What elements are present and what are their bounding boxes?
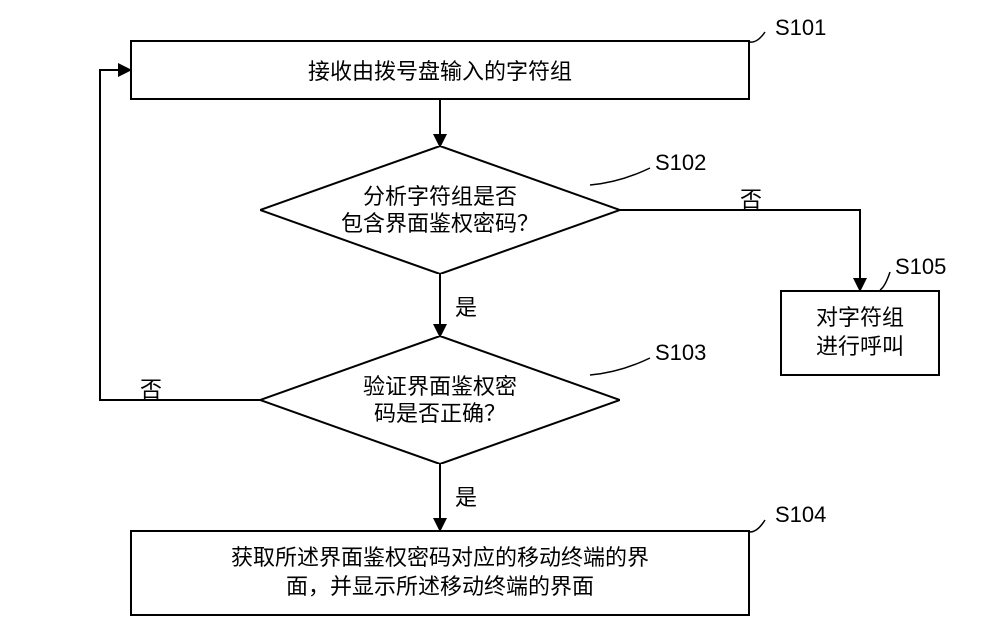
node-s101: 接收由拨号盘输入的字符组 xyxy=(130,40,750,100)
edge-e5 xyxy=(100,70,260,400)
edge-e3 xyxy=(620,210,860,290)
node-s102: 分析字符组是否 包含界面鉴权密码？ xyxy=(260,146,620,274)
edge-label-no-2: 否 xyxy=(140,372,162,404)
node-s101-text: 接收由拨号盘输入的字符组 xyxy=(308,54,572,86)
step-label-s105: S105 xyxy=(895,254,946,280)
step-label-s101: S101 xyxy=(775,15,826,41)
edge-label-yes-2: 是 xyxy=(455,480,477,512)
edge-label-yes-1: 是 xyxy=(455,290,477,322)
node-s104-text: 获取所述界面鉴权密码对应的移动终端的界 面，并显示所述移动终端的界面 xyxy=(231,544,649,601)
node-s103: 验证界面鉴权密 码是否正确？ xyxy=(260,336,620,464)
step-label-s102: S102 xyxy=(655,150,706,176)
node-s105-text: 对字符组 进行呼叫 xyxy=(816,304,904,361)
edge-label-no-1: 否 xyxy=(740,182,762,214)
node-s105: 对字符组 进行呼叫 xyxy=(780,290,940,376)
callout-s104 xyxy=(750,520,765,532)
flowchart-canvas: 接收由拨号盘输入的字符组 S101 分析字符组是否 包含界面鉴权密码？ S102… xyxy=(0,0,1000,640)
node-s104: 获取所述界面鉴权密码对应的移动终端的界 面，并显示所述移动终端的界面 xyxy=(130,530,750,616)
callout-s105 xyxy=(880,272,890,290)
step-label-s104: S104 xyxy=(775,502,826,528)
step-label-s103: S103 xyxy=(655,340,706,366)
callout-s101 xyxy=(750,32,765,42)
